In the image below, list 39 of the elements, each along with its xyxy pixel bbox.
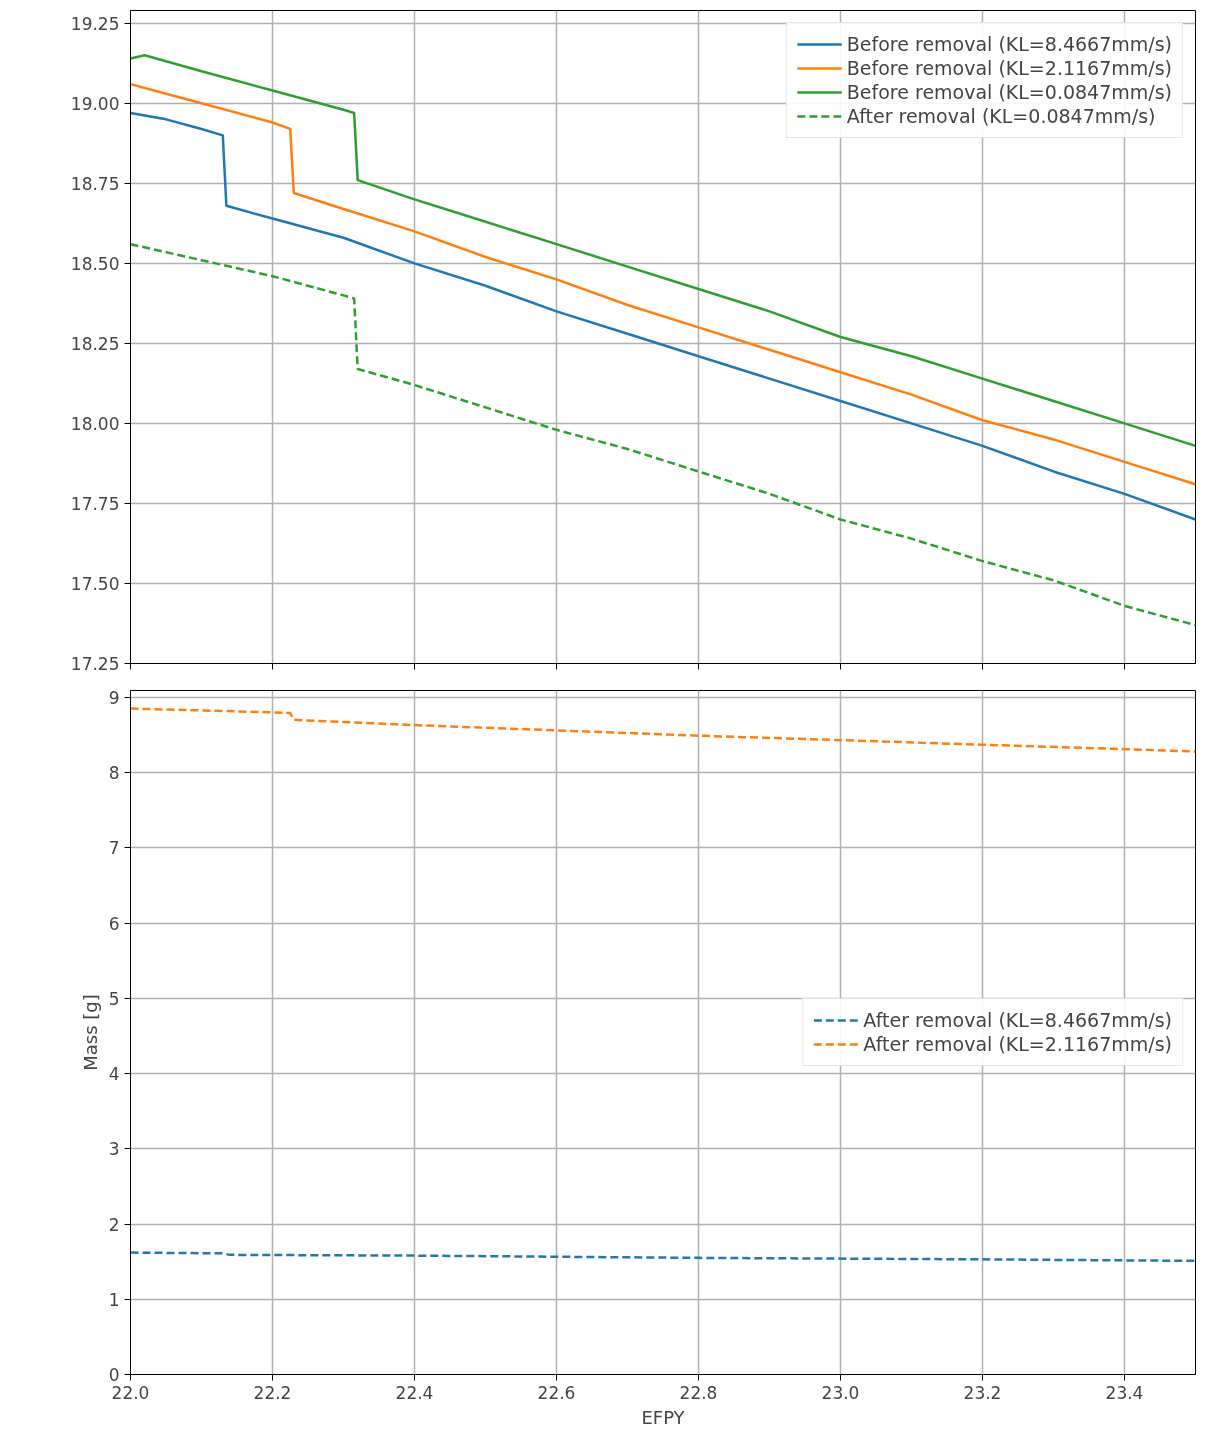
x-tick-label: 22.8 <box>679 1382 718 1403</box>
legend-label: After removal (KL=0.0847mm/s) <box>846 105 1156 127</box>
legend-label: After removal (KL=2.1167mm/s) <box>863 1033 1172 1055</box>
y-tick-label: 6 <box>108 913 120 934</box>
y-tick-label: 7 <box>108 838 120 859</box>
x-tick-label: 23.4 <box>1105 1382 1144 1403</box>
x-tick-label: 22.0 <box>111 1382 150 1403</box>
x-axis-title: EFPY <box>641 1406 686 1428</box>
y-tick-label: 18.50 <box>70 253 120 274</box>
y-tick-label: 1 <box>108 1289 120 1310</box>
y-tick-label: 18.00 <box>70 413 120 434</box>
legend-label: Before removal (KL=8.4667mm/s) <box>846 33 1172 55</box>
y-tick-label: 3 <box>108 1139 120 1160</box>
y-tick-label: 17.50 <box>70 573 120 594</box>
x-tick-label: 23.0 <box>821 1382 860 1403</box>
line-series <box>130 707 1196 753</box>
y-tick-label: 18.75 <box>70 173 120 194</box>
y-tick-label: 19.25 <box>70 13 120 34</box>
legend-label: After removal (KL=8.4667mm/s) <box>863 1009 1172 1031</box>
y-tick-label: 2 <box>108 1214 120 1235</box>
y-tick-label: 17.25 <box>70 654 120 674</box>
line-series <box>130 1251 1196 1263</box>
y-axis-title: Mass [g] <box>79 994 101 1071</box>
y-tick-label: 19.00 <box>70 93 120 114</box>
legend-label: Before removal (KL=0.0847mm/s) <box>846 81 1172 103</box>
x-tick-label: 23.2 <box>963 1382 1002 1403</box>
y-tick-label: 0 <box>108 1365 120 1385</box>
x-tick-label: 22.6 <box>537 1382 576 1403</box>
x-tick-label: 22.2 <box>253 1382 292 1403</box>
y-tick-label: 5 <box>108 988 120 1009</box>
y-tick-label: 17.75 <box>70 493 120 514</box>
y-tick-label: 9 <box>108 687 120 708</box>
y-tick-label: 8 <box>108 763 120 784</box>
legend-label: Before removal (KL=2.1167mm/s) <box>846 57 1172 79</box>
x-tick-label: 22.4 <box>395 1382 434 1403</box>
y-tick-label: 4 <box>108 1064 120 1085</box>
y-tick-label: 18.25 <box>70 333 120 354</box>
line-series <box>130 242 1196 627</box>
line-series <box>130 54 1196 448</box>
